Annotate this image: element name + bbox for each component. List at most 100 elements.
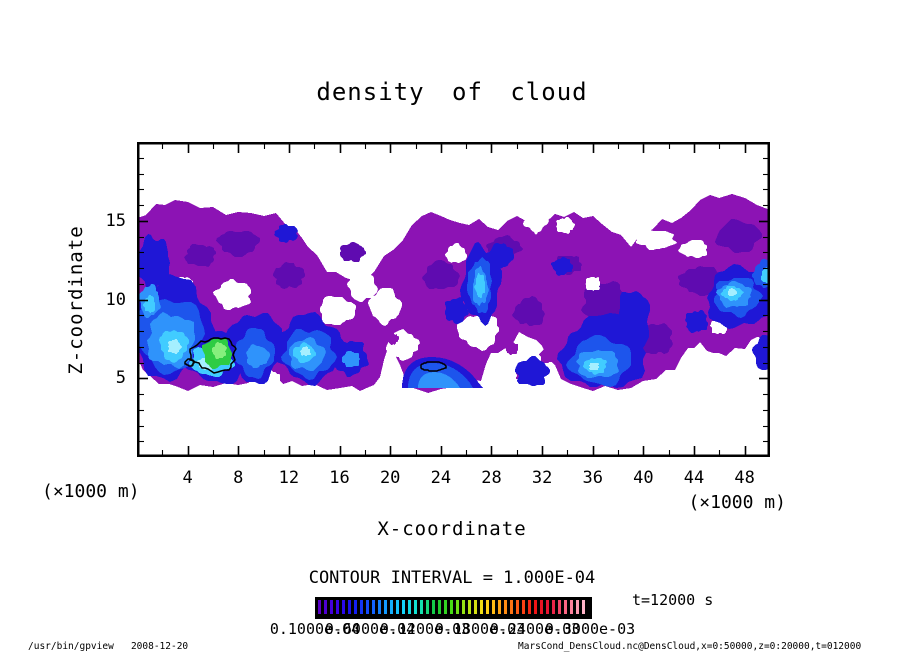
colorbar-strip [540, 600, 543, 614]
y-tick-label: 5 [115, 368, 126, 389]
cloud-blob-purple [539, 349, 555, 363]
colorbar-strip [438, 600, 441, 614]
colorbar-strip [444, 600, 447, 614]
x-tick-label: 40 [633, 468, 654, 488]
colorbar-strip [546, 600, 549, 614]
cloud-blob-blue1 [445, 297, 469, 324]
cloud-blob-blue1 [617, 291, 650, 354]
cloud-blob-blue3 [246, 344, 270, 368]
cloud-blob-white [213, 279, 251, 310]
cloud-blob-white [523, 207, 549, 232]
colorbar [315, 597, 592, 619]
colorbar-level-label: 0.1800e-03 [434, 620, 526, 638]
contour-interval-label: CONTOUR INTERVAL = 1.000E-04 [308, 568, 596, 588]
colorbar-strip [360, 600, 363, 614]
plot-frame [137, 142, 770, 457]
colorbar-level-label: 0.6000e-04 [324, 620, 416, 638]
cloud-blob-white [347, 271, 378, 302]
colorbar-level-label: 0.3000e-03 [544, 620, 636, 638]
colorbar-strip [390, 600, 393, 614]
footer-datasource-label: MarsCond_DensCloud.nc@DensCloud,x=0:5000… [518, 641, 862, 652]
contour-line [189, 337, 237, 374]
colorbar-strip [558, 600, 561, 614]
colorbar-labels: 0.1000e-04 0.6000e-04 0.1200e-03 0.1800e-03… [0, 620, 904, 638]
x-tick-label: 12 [278, 468, 300, 488]
plot-title: density of cloud [316, 78, 588, 106]
cloud-blob-blue3 [342, 351, 360, 367]
cloud-blob-deep [216, 231, 260, 257]
cloud-blob-deep [273, 262, 305, 289]
colorbar-strip [552, 600, 555, 614]
cloud-blob-purple [504, 342, 518, 355]
cloud-blob-white [585, 277, 600, 291]
cloud-blob-deep [184, 244, 216, 267]
colorbar-strip [366, 600, 369, 614]
cloud-blob-white [636, 230, 677, 250]
cloud-blob-blue1 [551, 257, 573, 276]
colorbar-strip [516, 600, 519, 614]
colorbar-strip [420, 600, 423, 614]
time-label: t=12000 s [632, 591, 714, 609]
cloud-blob-white [368, 288, 402, 326]
colorbar-strip [582, 600, 585, 614]
cloud-blob-cyan [143, 295, 155, 313]
colorbar-strip [456, 600, 459, 614]
colorbar-strip [450, 600, 453, 614]
colorbar-strip [486, 600, 489, 614]
colorbar-strip [522, 600, 525, 614]
cloud-blob-deep [422, 260, 460, 289]
colorbar-strip [462, 600, 465, 614]
x-tick-label: 8 [233, 468, 244, 488]
cloud-blob-white [556, 217, 575, 234]
colorbar-strip [348, 600, 351, 614]
cloud-blob-pale [728, 288, 737, 296]
colorbar-strip [534, 600, 537, 614]
contour-line [420, 361, 447, 372]
colorbar-strip [564, 600, 567, 614]
colorbar-level-label: 0.1200e-03 [379, 620, 471, 638]
x-axis-unit-label: (×1000 m) [688, 492, 786, 513]
x-tick-label: 20 [379, 468, 401, 488]
colorbar-strip [384, 600, 387, 614]
colorbar-strip [372, 600, 375, 614]
cloud-blob-lightgreen [212, 342, 227, 359]
colorbar-strip [378, 600, 381, 614]
colorbar-level-label: 0.1000e-04 [269, 620, 361, 638]
cloud-blob-purple [387, 333, 399, 345]
colorbar-strip [510, 600, 513, 614]
contour-line [184, 358, 195, 367]
cloud-blob-blue1 [274, 224, 298, 243]
cloud-blob-white [445, 243, 467, 263]
x-tick-label: 16 [329, 468, 350, 488]
colorbar-strip [408, 600, 411, 614]
x-tick-label: 48 [734, 468, 755, 488]
colorbar-strip [342, 600, 345, 614]
colorbar-strip [492, 600, 495, 614]
colorbar-strip [528, 600, 531, 614]
colorbar-strip [498, 600, 501, 614]
colorbar-strip [402, 600, 405, 614]
cloud-blob-deep [340, 242, 366, 262]
contour-plot-canvas [137, 142, 770, 457]
colorbar-strip [354, 600, 357, 614]
cloud-blob-pale [168, 339, 182, 354]
colorbar-strip [426, 600, 429, 614]
cloud-blob-blue1 [515, 356, 550, 386]
cloud-blob-white [320, 296, 356, 325]
y-tick-label: 15 [105, 210, 126, 231]
colorbar-strip [324, 600, 327, 614]
colorbar-strip [396, 600, 399, 614]
footer-command-label: /usr/bin/gpview 2008-12-20 [28, 641, 189, 652]
y-axis-title: Z-coordinate [65, 225, 87, 375]
plot-border [137, 142, 770, 457]
x-axis-title: X-coordinate [377, 518, 527, 540]
cloud-blob-deep [715, 219, 762, 253]
colorbar-strip [330, 600, 333, 614]
colorbar-strip [480, 600, 483, 614]
x-tick-label: 36 [582, 468, 603, 488]
x-tick-label: 24 [430, 468, 452, 488]
cloud-blob-blue1 [137, 234, 170, 294]
cloud-blob-deep [512, 296, 545, 326]
colorbar-strip [570, 600, 573, 614]
